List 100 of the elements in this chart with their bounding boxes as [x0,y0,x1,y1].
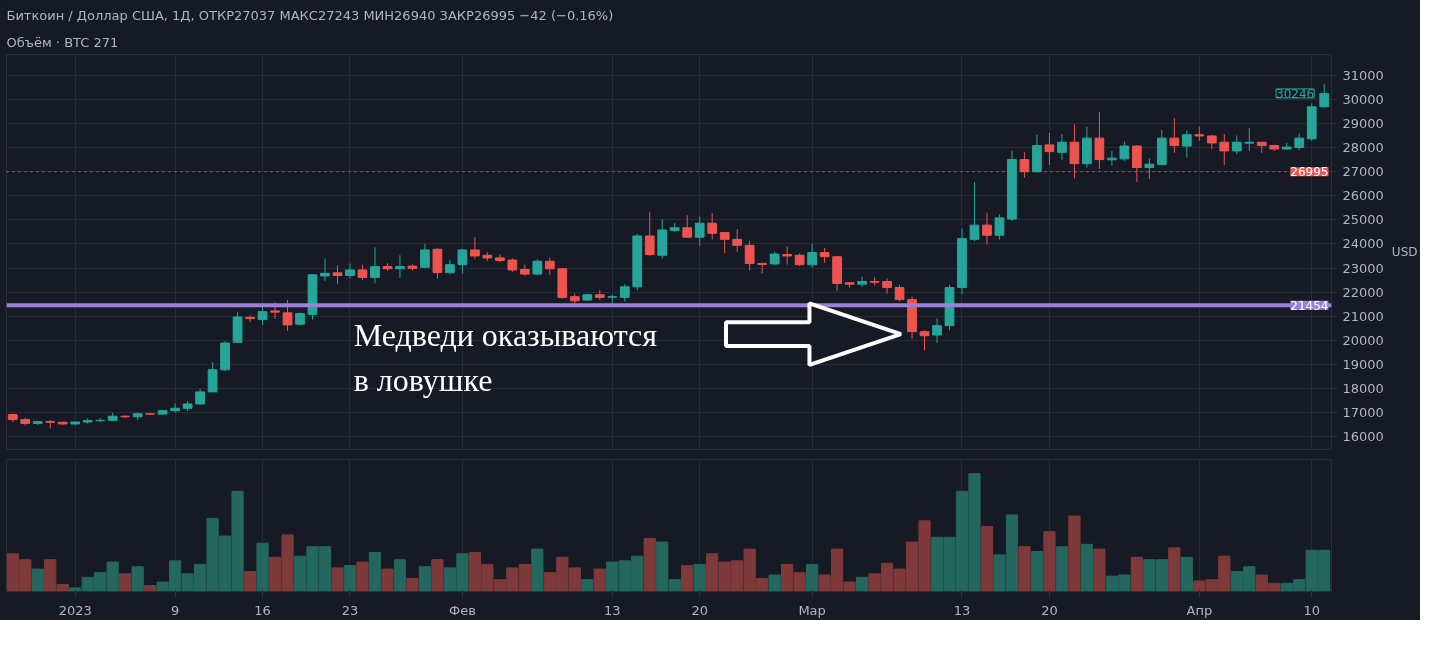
y-axis-title: USD [1391,245,1418,259]
ref-line-label: 21454 [1290,298,1329,313]
candlestick [320,258,330,282]
bar [31,568,44,592]
bar [418,566,432,592]
bar [681,565,694,592]
bar [381,568,394,592]
bar [693,563,706,592]
x-tick-label: 20 [1041,602,1058,618]
candlestick [1044,132,1055,166]
candlestick [682,214,693,239]
bar [593,568,606,592]
y-tick-label: 29000 [1342,115,1384,131]
bar [1093,548,1106,592]
y-tick-label: 30000 [1342,91,1384,107]
candlestick [707,212,718,240]
x-tick-label: 2023 [58,602,92,618]
candlestick [420,243,430,269]
y-tick-label: 19000 [1342,356,1384,372]
candlestick [857,276,867,288]
candlestick [932,318,942,344]
candlestick [170,402,180,414]
bar [643,537,656,592]
candlestick [919,329,930,351]
candlestick [395,254,405,279]
candlestick [470,236,480,260]
bar [131,566,144,592]
bar [144,585,157,592]
candlestick [694,215,705,247]
x-tick-label: 20 [691,602,708,618]
candlestick [345,262,355,280]
y-tick-label: 28000 [1342,140,1384,156]
candlestick [1094,111,1105,170]
candlestick [644,211,655,257]
candlestick [1107,150,1117,167]
y-tick-label: 21000 [1342,308,1384,324]
candlestick [1169,117,1180,154]
bar [531,548,544,592]
candlestick [807,243,817,269]
candlestick [370,246,380,284]
y-tick-label: 22000 [1342,284,1384,300]
bar [1018,546,1031,592]
candlestick [1057,133,1067,161]
candlestick [982,212,992,246]
bar [256,542,269,592]
candlestick [882,278,892,295]
bar [1180,556,1193,592]
bar [343,565,357,592]
x-tick-label: 9 [170,602,180,618]
candlestick [457,248,468,274]
chart-title: Биткоин / Доллар США, 1Д, ОТКР27037 МАКС27243 МИН26940 ЗАКР26995 −42 (−0.16%) [6,7,614,23]
candlestick [1181,129,1192,159]
x-tick-label: 13 [604,602,621,618]
x-tick-label: 23 [341,602,359,618]
x-tick-label: 13 [953,602,971,618]
bar [393,559,407,592]
y-tick-label: 24000 [1342,236,1384,252]
x-tick-label: Мар [798,602,826,618]
candlestick [1144,157,1155,180]
y-tick-label: 16000 [1342,429,1384,445]
bar [1080,543,1094,592]
candlestick [282,299,293,332]
chart-subtitle: Объём · BTC 271 [6,34,119,50]
annotation: Медведи оказываются в ловушке [353,317,658,399]
candlestick [994,214,1005,241]
candlestick [969,181,980,242]
y-tick-label: 26000 [1342,188,1384,204]
bar [581,579,594,592]
candlestick [270,301,280,320]
bar [431,559,444,592]
candlestick [332,264,343,285]
bar [1043,530,1056,592]
bar [855,576,869,592]
bar [1168,547,1181,592]
bar [406,578,419,592]
bar [243,570,257,592]
candlestick [494,253,505,263]
bar [980,526,994,592]
bar [768,574,781,592]
x-tick-label: Апр [1186,602,1213,618]
bar [1130,556,1143,592]
candlestick [1219,133,1230,166]
candlestick [719,231,730,254]
candlestick [207,361,218,393]
bar [119,573,132,592]
bar [1055,546,1069,592]
candlestick [432,247,443,280]
y-tick-label: 31000 [1342,67,1384,83]
bar [806,563,819,592]
x-tick-label: Фев [448,602,476,618]
candlestick [1119,141,1130,162]
y-tick-label: 18000 [1342,381,1384,397]
x-tick-label: 10 [1303,602,1320,618]
candlestick [732,228,743,253]
candlestick [1231,134,1242,155]
bar [356,561,369,592]
ref-line-label: 26995 [1290,165,1329,180]
candlestick [1244,127,1255,152]
candlestick [245,315,255,323]
y-tick-label: 20000 [1342,332,1384,348]
